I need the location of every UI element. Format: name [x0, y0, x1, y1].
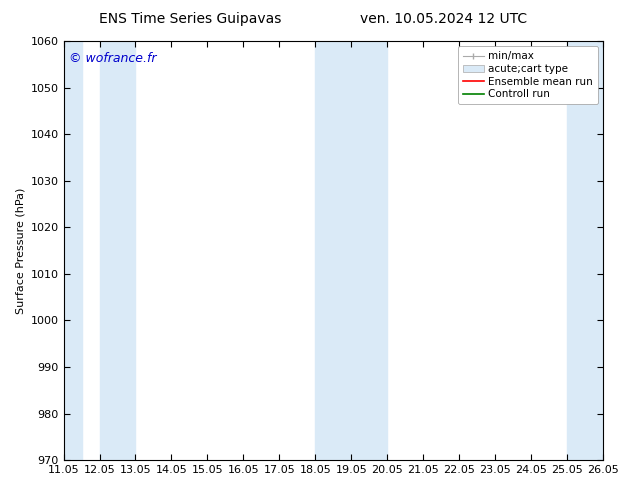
Bar	[63, 41, 82, 460]
Text: ven. 10.05.2024 12 UTC: ven. 10.05.2024 12 UTC	[360, 12, 527, 26]
Legend: min/max, acute;cart type, Ensemble mean run, Controll run: min/max, acute;cart type, Ensemble mean …	[458, 46, 598, 104]
Text: ENS Time Series Guipavas: ENS Time Series Guipavas	[99, 12, 281, 26]
Bar	[100, 41, 136, 460]
Bar	[315, 41, 387, 460]
Text: © wofrance.fr: © wofrance.fr	[69, 51, 157, 65]
Y-axis label: Surface Pressure (hPa): Surface Pressure (hPa)	[15, 187, 25, 314]
Bar	[567, 41, 603, 460]
